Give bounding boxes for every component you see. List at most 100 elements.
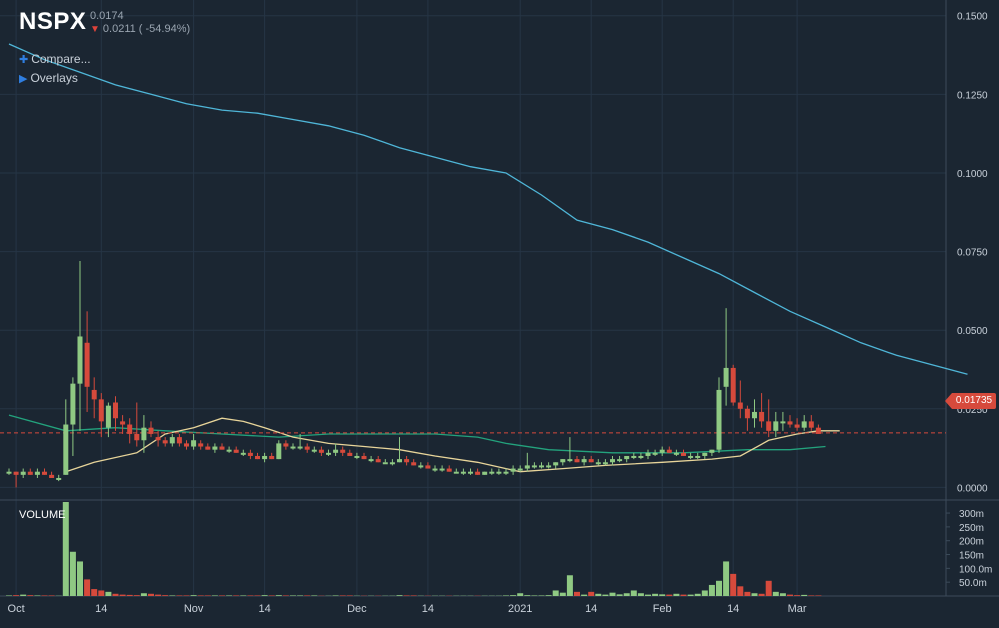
candle-body — [695, 455, 701, 458]
candle-body — [247, 452, 253, 456]
moving-average-lines — [0, 43, 968, 473]
candle-body — [517, 468, 523, 471]
volume-bar — [787, 594, 793, 596]
candle-body — [688, 455, 694, 458]
compare-label: Compare... — [31, 52, 91, 66]
candle-body — [205, 446, 211, 450]
volume-bar — [765, 580, 772, 596]
price-change: ▼ 0.0211 ( -54.94%) — [90, 23, 190, 35]
candle-body — [624, 455, 630, 460]
volume-bar — [630, 590, 637, 596]
volume-bar — [197, 595, 204, 596]
candle-body — [723, 367, 729, 387]
plus-icon: ✚ — [19, 54, 29, 66]
volume-bar — [517, 593, 524, 596]
candle-body — [574, 459, 580, 463]
candle-body — [397, 459, 402, 463]
candle-body — [673, 452, 679, 455]
candle-body — [631, 455, 637, 458]
candle-body — [546, 465, 552, 468]
candle-body — [56, 477, 62, 480]
volume-bar — [552, 590, 559, 596]
volume-bar — [176, 595, 183, 596]
candle-body — [155, 437, 161, 441]
candle-body — [411, 462, 417, 466]
time-tick-label: Dec — [347, 603, 367, 615]
time-tick-label: 14 — [727, 603, 739, 615]
volume-bar — [659, 594, 666, 596]
candlestick-series — [6, 261, 821, 488]
candle-body — [659, 449, 665, 453]
overlays-button[interactable]: ▶ Overlays — [19, 71, 78, 85]
volume-bar — [290, 595, 296, 596]
candle-body — [666, 449, 672, 453]
volume-bar — [737, 586, 744, 596]
volume-bar — [531, 595, 538, 596]
candle-body — [787, 421, 793, 425]
candle-body — [510, 468, 516, 472]
moving-average-long — [8, 43, 968, 375]
volume-bar — [148, 593, 154, 596]
candle-body — [290, 446, 296, 449]
candle-body — [801, 421, 807, 428]
candle-body — [49, 474, 55, 478]
volume-bar — [574, 591, 580, 596]
volume-bar — [609, 592, 616, 596]
candle-body — [276, 443, 282, 460]
volume-bar — [346, 595, 353, 596]
time-tick-label: Nov — [184, 603, 204, 615]
volume-bar — [708, 584, 715, 596]
time-tick-label: 2021 — [508, 603, 532, 615]
volume-bar — [687, 594, 694, 596]
volume-tick-label: 250m — [959, 523, 984, 534]
volume-bar — [77, 561, 83, 596]
price-change-value: 0.0211 ( -54.94%) — [102, 23, 191, 35]
candle-body — [354, 455, 360, 458]
volume-bar — [41, 595, 48, 596]
volume-bar — [538, 595, 545, 596]
candle-body — [318, 449, 324, 453]
candle-body — [212, 446, 218, 450]
candle-body — [759, 411, 765, 422]
candle-body — [255, 455, 260, 460]
candle-body — [63, 424, 69, 475]
volume-label: VOLUME — [19, 509, 66, 521]
price-tick-label: 0.0750 — [957, 248, 988, 259]
volume-bar — [261, 595, 268, 596]
price-tick-label: 0.1000 — [957, 169, 988, 180]
volume-bar — [779, 593, 786, 596]
volume-bar — [254, 595, 261, 596]
candle-body — [432, 468, 438, 471]
candle-body — [98, 399, 104, 422]
candle-body — [730, 367, 736, 403]
volume-bar — [559, 592, 566, 596]
volume-bar — [616, 594, 623, 596]
candle-body — [162, 440, 168, 444]
last-price-tag: 0.01735 — [945, 393, 996, 409]
candle-body — [382, 462, 388, 465]
candle-body — [326, 452, 331, 455]
candle-body — [773, 421, 779, 431]
price-tick-label: 0.0500 — [957, 326, 988, 337]
candle-body — [375, 459, 381, 463]
candle-body — [404, 459, 410, 463]
candle-body — [737, 402, 743, 409]
volume-bar — [716, 580, 722, 596]
candle-body — [716, 389, 722, 450]
candle-body — [524, 465, 530, 469]
candle-body — [617, 459, 623, 462]
compare-button[interactable]: ✚ Compare... — [19, 52, 91, 66]
ticker-symbol: NSPX — [19, 8, 87, 35]
candle-body — [460, 471, 466, 474]
volume-bar — [275, 595, 282, 596]
price-tick-label: 0.0000 — [957, 483, 988, 494]
candle-body — [702, 452, 708, 456]
candle-body — [425, 465, 431, 469]
volume-bar — [673, 593, 680, 596]
volume-bar — [602, 594, 609, 596]
candle-body — [191, 440, 197, 447]
volume-bar — [98, 590, 105, 596]
volume-bar — [666, 594, 673, 596]
candle-body — [240, 452, 246, 455]
